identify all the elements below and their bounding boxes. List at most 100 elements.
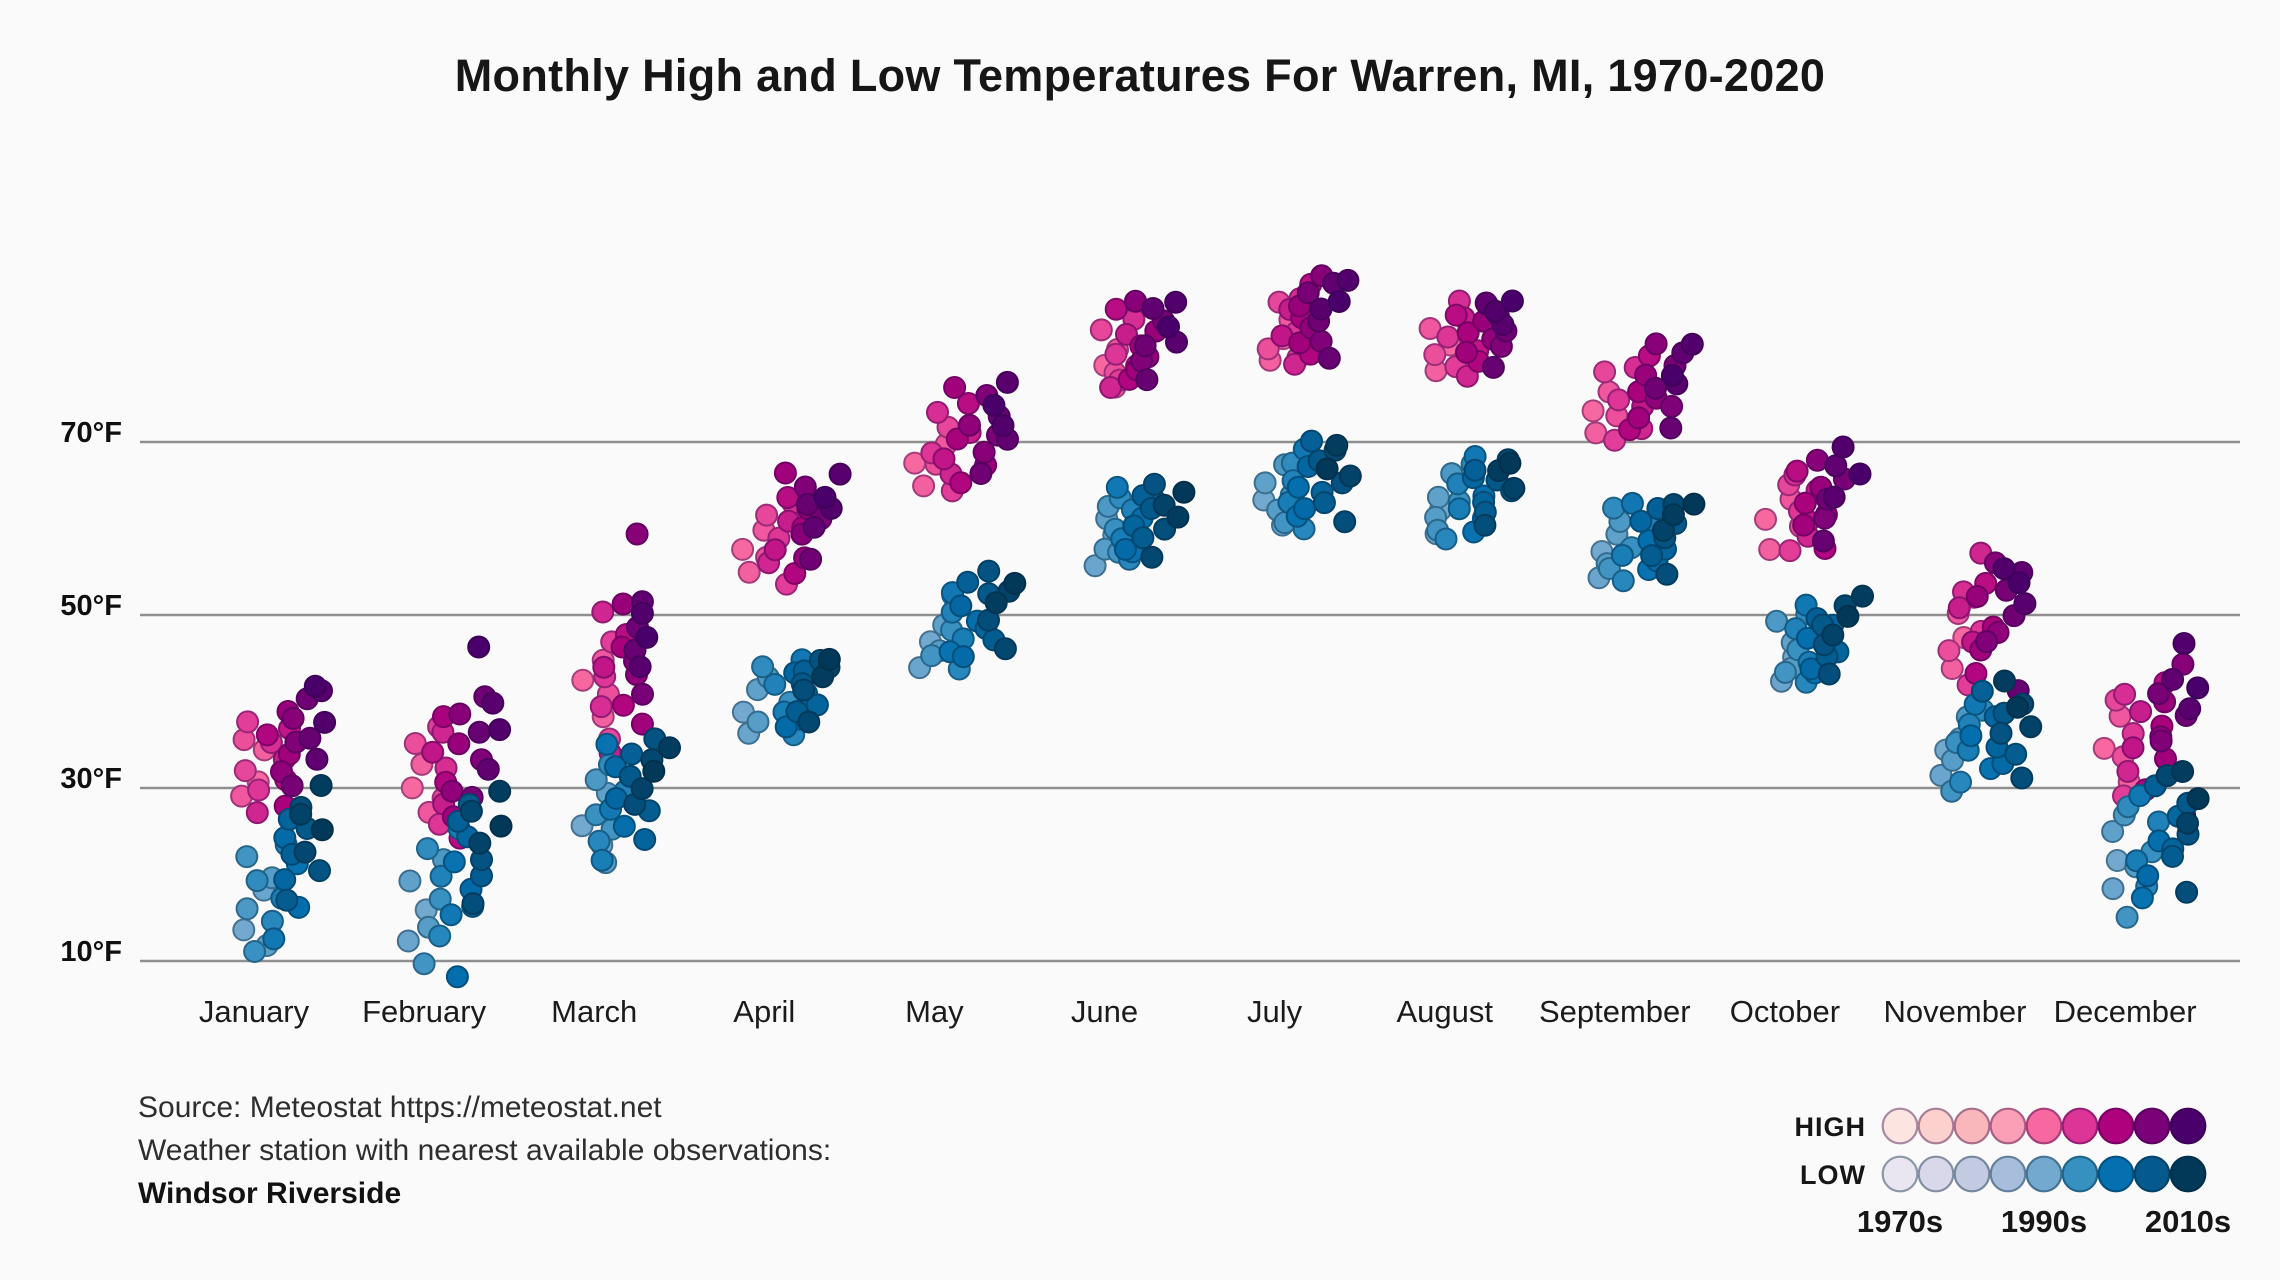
data-point-low (243, 940, 267, 963)
data-point-high (611, 693, 635, 717)
data-point-high (932, 447, 956, 471)
data-point-low (1426, 485, 1450, 509)
data-point-low (273, 868, 297, 892)
data-point-low (1172, 480, 1196, 504)
data-point-low (1315, 457, 1339, 481)
data-point-high (972, 440, 996, 464)
data-point-high (1660, 364, 1684, 387)
data-point-low (489, 814, 513, 838)
data-point-low (2006, 695, 2029, 719)
data-point-low (630, 777, 654, 801)
data-point-low (235, 897, 259, 921)
legend-decade-label: 1970s (1857, 1204, 1943, 1239)
legend-decade-label: 2010s (2145, 1204, 2231, 1239)
data-point-low (461, 892, 485, 916)
data-point-high (755, 503, 779, 527)
data-point-high (630, 601, 654, 625)
data-point-high (2116, 759, 2140, 783)
data-point-high (1644, 332, 1668, 356)
data-point-low (1473, 513, 1497, 537)
data-point-high (2172, 632, 2196, 655)
x-tick-label-january: January (199, 994, 310, 1029)
data-point-high (1793, 491, 1817, 515)
data-point-high (1992, 557, 2016, 581)
data-point-high (2161, 667, 2185, 691)
station-name: Windsor Riverside (138, 1177, 402, 1210)
data-point-high (958, 413, 981, 437)
data-point-low (1851, 584, 1874, 608)
data-point-low (1142, 472, 1166, 496)
data-point-high (255, 723, 279, 747)
data-point-low (2161, 844, 2184, 868)
data-point-high (1660, 394, 1684, 418)
data-point-high (1481, 355, 1505, 379)
data-point-high (313, 710, 337, 734)
data-point-high (635, 625, 659, 649)
legend-swatch-low (2061, 1155, 2099, 1193)
data-point-high (1133, 334, 1157, 358)
data-point-low (2101, 877, 2125, 901)
data-point-low (1083, 554, 1107, 578)
data-point-high (298, 726, 322, 750)
y-tick-label: 30°F (60, 763, 122, 795)
data-point-high (1296, 281, 1320, 305)
data-point-high (1436, 325, 1460, 349)
data-point-low (1338, 464, 1362, 488)
data-point-high (2092, 736, 2116, 760)
legend-swatch-high (1953, 1107, 1991, 1145)
x-tick-label-december: December (2054, 994, 2197, 1029)
data-point-low (1821, 623, 1845, 647)
data-point-low (1300, 429, 1323, 453)
data-point-high (1141, 297, 1165, 320)
data-point-high (1965, 585, 1989, 608)
data-point-low (2186, 787, 2210, 811)
data-point-high (1831, 435, 1855, 459)
data-point-high (991, 414, 1015, 437)
data-point-high (1937, 639, 1961, 663)
data-point-high (1627, 406, 1651, 430)
data-point-low (445, 965, 469, 989)
data-point-high (589, 695, 613, 719)
data-point-high (1644, 376, 1667, 400)
data-point-low (396, 929, 420, 953)
data-point-high (245, 801, 269, 825)
data-point-high (628, 655, 652, 679)
data-point-low (642, 759, 666, 783)
data-point-low (984, 591, 1008, 615)
y-tick-label: 50°F (60, 590, 122, 622)
x-tick-label-september: September (1539, 994, 1691, 1029)
legend-swatch-low (1953, 1155, 1991, 1193)
x-tick-label-august: August (1396, 994, 1493, 1029)
data-point-low (2101, 820, 2125, 843)
data-point-high (1104, 342, 1128, 366)
data-point-low (2176, 811, 2199, 835)
data-point-low (1293, 497, 1317, 521)
data-point-low (398, 869, 422, 893)
data-point-high (1444, 303, 1468, 327)
data-point-high (1811, 529, 1835, 553)
data-point-high (1813, 506, 1837, 530)
data-point-high (1256, 337, 1280, 361)
data-point-low (416, 837, 439, 861)
x-tick-label-june: June (1071, 994, 1138, 1029)
data-point-high (1822, 485, 1846, 509)
data-point-low (1113, 537, 1137, 561)
data-point-low (1602, 496, 1626, 520)
data-point-low (1640, 544, 1664, 568)
data-point-low (993, 637, 1017, 661)
data-point-low (1682, 492, 1706, 516)
data-point-high (1164, 290, 1188, 314)
data-point-high (2129, 700, 2153, 724)
x-tick-label-may: May (905, 994, 964, 1029)
data-point-low (2130, 886, 2154, 910)
data-point-high (236, 710, 260, 734)
legend-swatch-low (2097, 1155, 2135, 1193)
data-point-low (949, 594, 973, 618)
data-point-low (1498, 451, 1522, 475)
x-tick-label-october: October (1730, 994, 1840, 1029)
legend-high-label: HIGH (1795, 1112, 1867, 1142)
data-point-high (1423, 343, 1447, 367)
data-point-high (737, 560, 761, 584)
legend-swatch-high (2025, 1107, 2063, 1145)
data-point-high (488, 718, 512, 742)
